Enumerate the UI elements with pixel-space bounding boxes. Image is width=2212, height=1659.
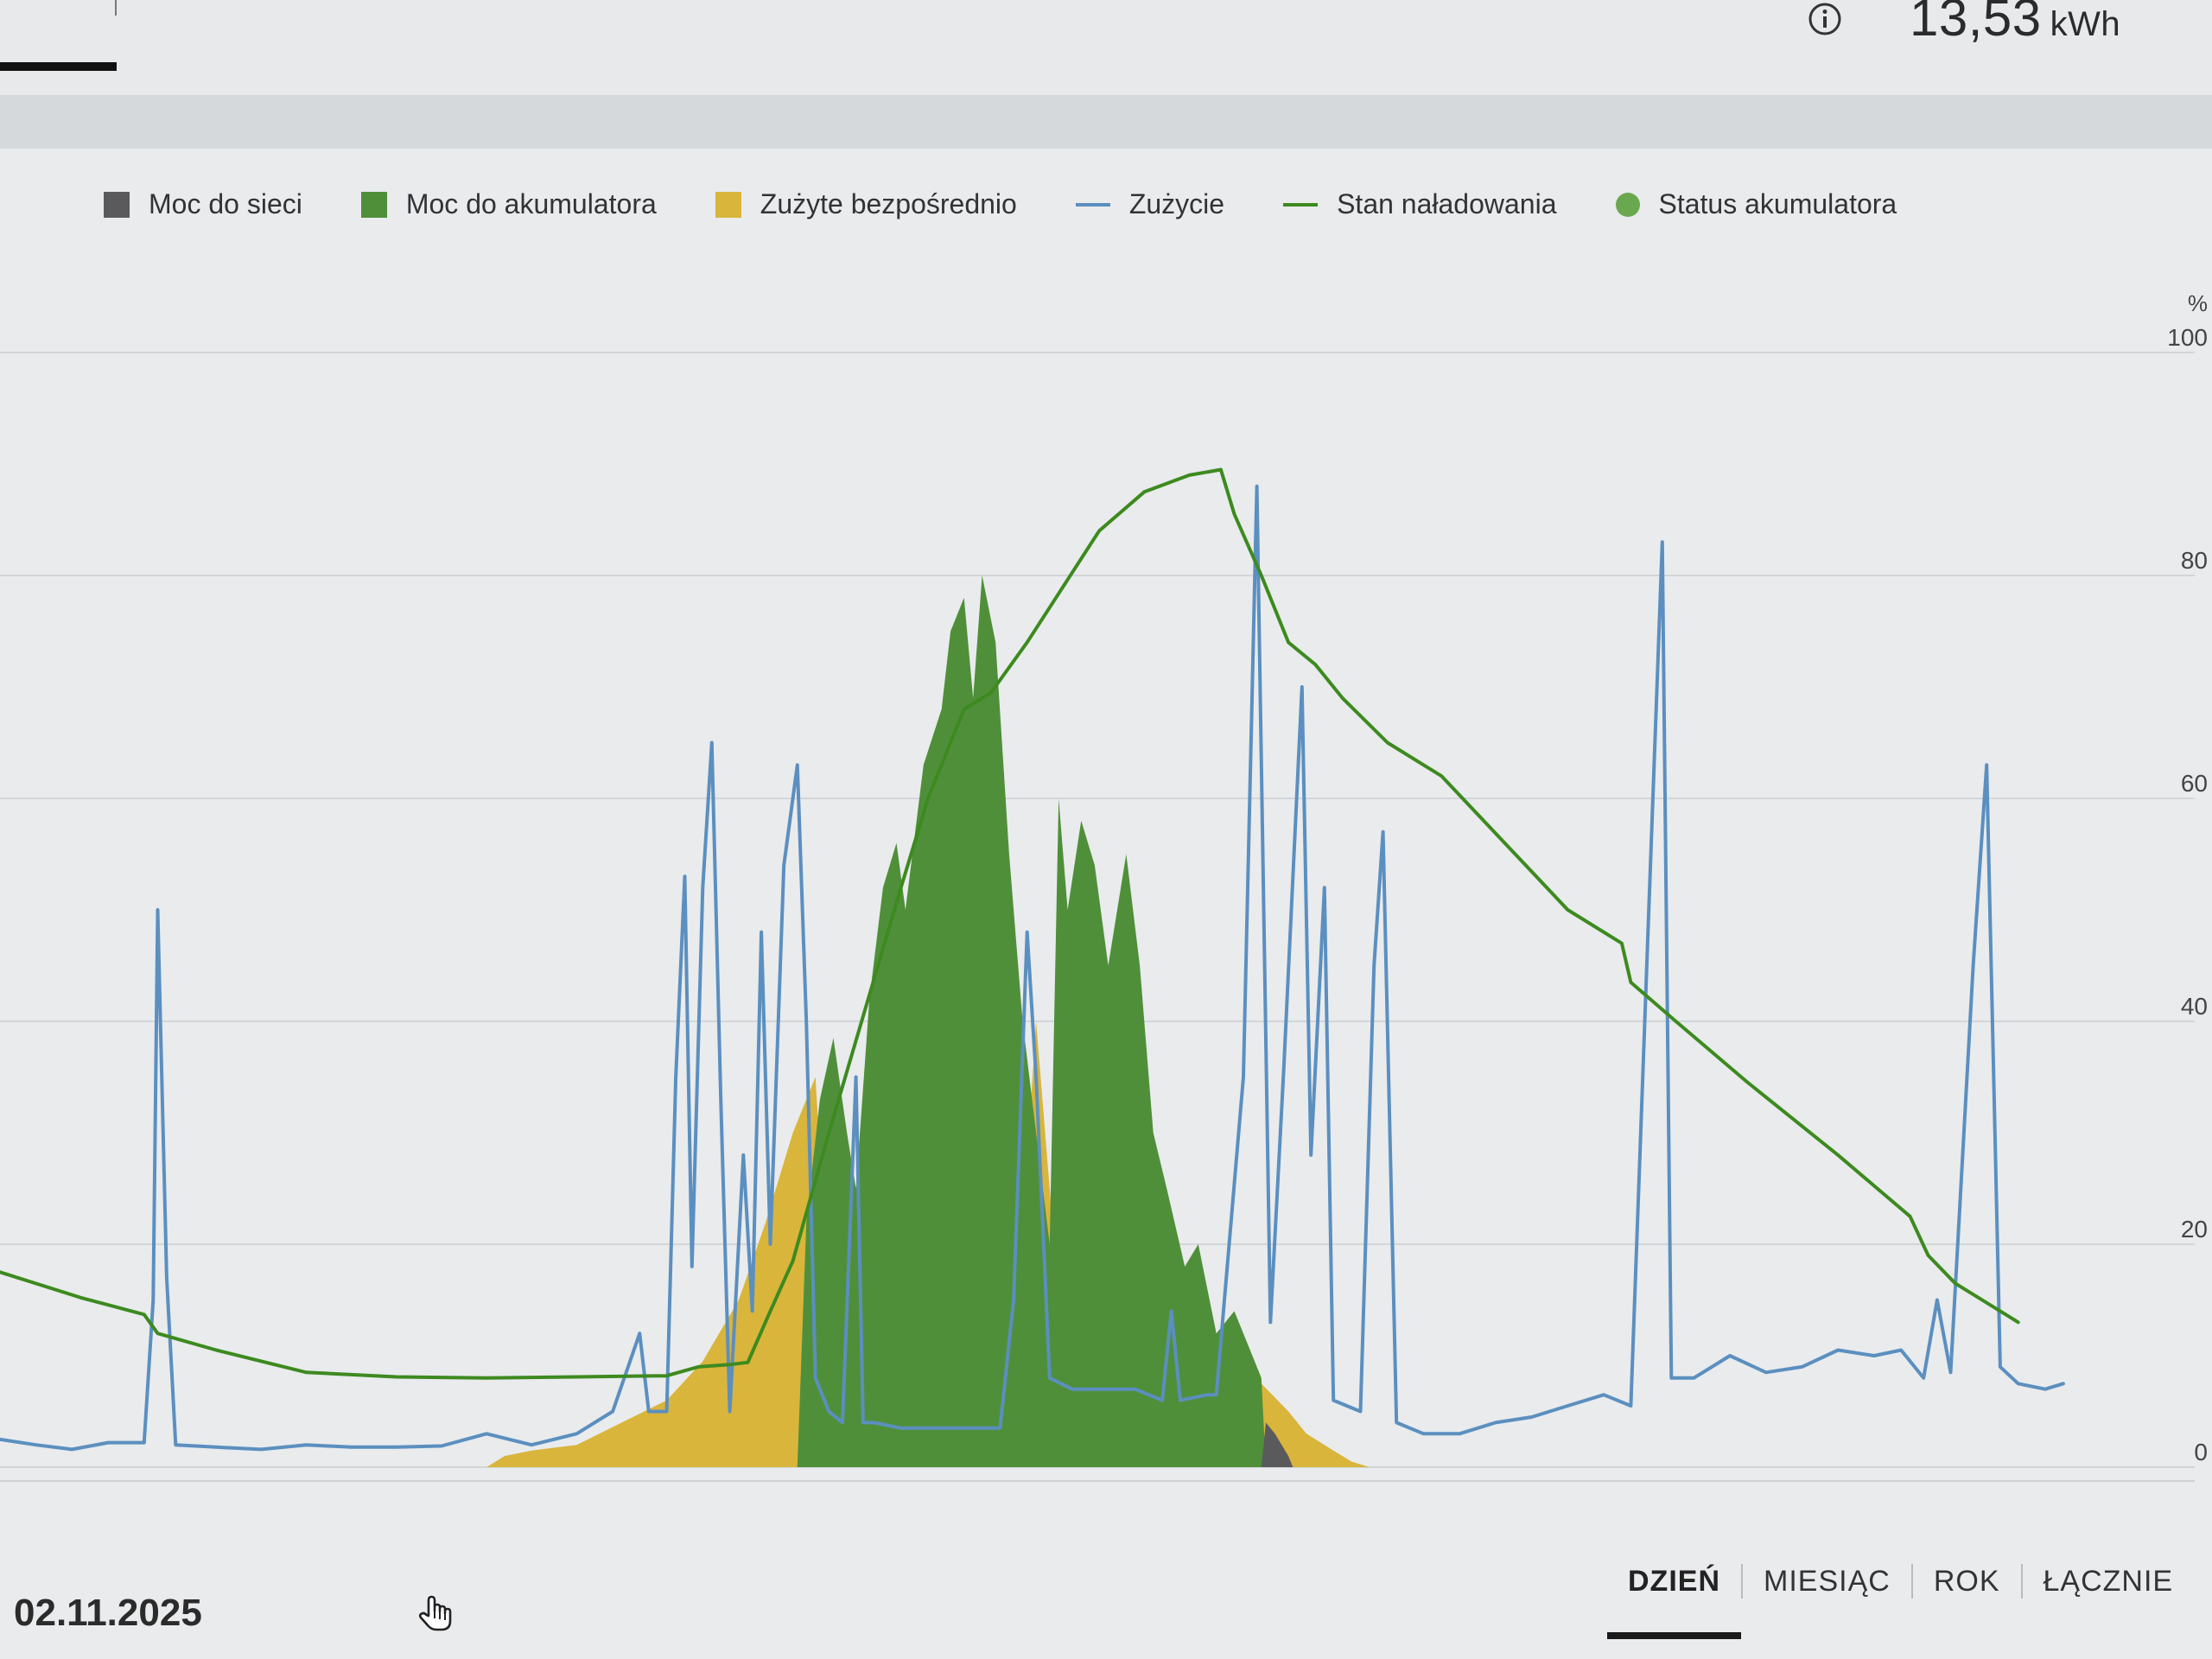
period-separator bbox=[2020, 1564, 2023, 1599]
period-tab[interactable]: ROK bbox=[1933, 1564, 2000, 1598]
series-area bbox=[1261, 1422, 1294, 1467]
legend-item[interactable]: Moc do akumulatora bbox=[360, 188, 657, 220]
y-tick-label: 20 bbox=[2181, 1216, 2208, 1243]
legend-item[interactable]: Moc do sieci bbox=[104, 188, 302, 220]
series-line bbox=[0, 484, 2065, 1452]
total-energy-unit: kWh bbox=[2050, 5, 2121, 43]
top-bar: 13,53 kWh bbox=[0, 0, 2212, 95]
period-tabs: DZIEŃ MIESIĄC ROK ŁĄCZNIE bbox=[1607, 1564, 2194, 1639]
legend-item[interactable]: Stan naładowania bbox=[1283, 188, 1557, 220]
y-tick-label: 80 bbox=[2181, 547, 2208, 574]
legend-label: Zużycie bbox=[1128, 188, 1225, 219]
period-separator bbox=[1741, 1564, 1743, 1599]
legend-label: Moc do sieci bbox=[149, 188, 302, 219]
energy-chart: 020406080100%03:0005:0007:0009:0011:0013… bbox=[0, 290, 2208, 1482]
legend-swatch bbox=[1075, 202, 1110, 207]
period-tab[interactable]: DZIEŃ bbox=[1607, 1565, 1741, 1639]
hand-pointer-icon bbox=[418, 1595, 452, 1631]
selected-date[interactable]: 02.11.2025 bbox=[14, 1592, 202, 1634]
legend-item[interactable]: Status akumulatora bbox=[1615, 188, 1897, 220]
y-tick-label: 100 bbox=[2167, 324, 2208, 351]
legend-swatch bbox=[1615, 192, 1640, 217]
active-tab-indicator bbox=[0, 62, 117, 71]
series-area bbox=[797, 575, 1266, 1467]
period-tab[interactable]: ŁĄCZNIE bbox=[2043, 1564, 2174, 1598]
tab-separator bbox=[115, 0, 117, 16]
legend-item[interactable]: Zużyte bezpośrednio bbox=[715, 188, 1017, 220]
y-tick-label: 40 bbox=[2181, 993, 2208, 1020]
total-energy: 13,53 kWh bbox=[1910, 0, 2120, 48]
legend-label: Zużyte bezpośrednio bbox=[760, 188, 1017, 219]
legend-swatch bbox=[104, 191, 130, 218]
y-tick-label: 0 bbox=[2194, 1439, 2208, 1465]
series-area bbox=[486, 1021, 1370, 1467]
legend-swatch bbox=[715, 191, 741, 218]
period-separator bbox=[1910, 1564, 1913, 1599]
y-tick-label: 60 bbox=[2181, 770, 2208, 797]
chart-legend: Moc do sieci Moc do akumulatora Zużyte bez… bbox=[104, 188, 1955, 220]
series-line bbox=[0, 467, 2020, 1380]
info-icon[interactable] bbox=[1808, 2, 1842, 36]
y-axis-unit: % bbox=[2188, 290, 2208, 316]
legend-label: Stan naładowania bbox=[1337, 188, 1557, 219]
total-energy-value: 13,53 bbox=[1910, 0, 2042, 47]
legend-label: Status akumulatora bbox=[1658, 188, 1897, 219]
period-tab[interactable]: MIESIĄC bbox=[1764, 1564, 1891, 1598]
legend-label: Moc do akumulatora bbox=[405, 188, 657, 219]
section-gap bbox=[0, 95, 2212, 149]
legend-swatch bbox=[1283, 202, 1319, 207]
legend-swatch bbox=[360, 191, 387, 218]
legend-item[interactable]: Zużycie bbox=[1075, 188, 1225, 220]
